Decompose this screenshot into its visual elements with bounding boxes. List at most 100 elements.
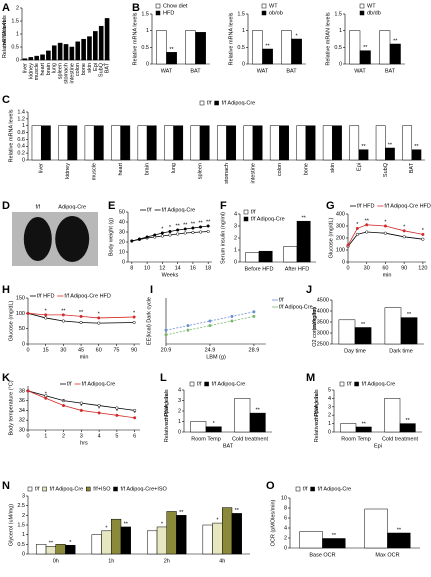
legend-swatch	[155, 10, 161, 16]
point	[115, 413, 119, 417]
photo-label: Adipoq-Cre	[58, 204, 86, 210]
bar	[385, 147, 395, 161]
x-tick-label: 60	[96, 347, 102, 353]
x-tick-label: Cold treatment	[382, 436, 419, 442]
legend-swatch	[359, 10, 365, 16]
legend-label: WT	[367, 3, 376, 9]
x-tick-label: SubQ	[99, 62, 105, 77]
x-tick-label: spleen	[197, 163, 203, 179]
bar	[245, 252, 260, 263]
legend-swatch	[204, 381, 209, 387]
point	[160, 231, 164, 235]
significance: *	[134, 411, 137, 417]
y-tick-label: 6	[284, 515, 287, 521]
significance: **	[361, 144, 366, 150]
x-tick-label: Room Temp	[341, 436, 371, 442]
bar	[104, 18, 110, 61]
bar	[384, 307, 402, 345]
bar	[216, 125, 227, 161]
x-tick-label: 90	[131, 347, 137, 353]
bar	[205, 426, 222, 433]
y-tick-label: 0	[234, 259, 237, 265]
x-tick-label: After HFD	[285, 266, 309, 272]
point	[97, 411, 101, 415]
y-tick-label: 0.6	[17, 137, 25, 143]
significance: *	[45, 392, 48, 398]
bar	[399, 423, 416, 433]
y-axis-label: Relative mRNA levels of Ppargc1a	[314, 388, 320, 442]
legend-label: f/f HFD	[37, 293, 54, 299]
bar	[67, 125, 78, 161]
x-tick-label: heart	[40, 63, 46, 76]
point	[44, 313, 48, 317]
bar	[101, 530, 112, 555]
bar	[384, 398, 401, 433]
x-tick-label: 18	[205, 265, 211, 271]
y-axis-label: EE(kcal) Dark cycle	[146, 297, 152, 345]
point	[79, 408, 83, 412]
bar	[36, 544, 47, 555]
bar	[262, 48, 273, 65]
bar	[93, 125, 104, 161]
significance: **	[175, 223, 180, 229]
significance: **	[265, 43, 270, 49]
legend-label: f/f	[207, 100, 212, 106]
x-tick-label: 10	[144, 265, 150, 271]
panel-letter: A	[2, 2, 10, 14]
y-tick-label: 1	[146, 28, 149, 34]
bar	[65, 545, 76, 555]
legend-label: f/f Adipoq-Cre	[251, 216, 285, 222]
point	[97, 404, 101, 408]
significance: *	[45, 308, 48, 314]
y-tick-label: 1.5	[17, 522, 25, 528]
y-tick-label: 1	[22, 532, 25, 538]
x-tick-label: skin	[330, 163, 336, 173]
y-tick-label: 0	[342, 259, 345, 265]
significance: **	[61, 308, 66, 314]
y-tick-label: 100	[16, 311, 25, 317]
x-tick-label: kidney	[65, 163, 71, 179]
bar	[349, 30, 361, 65]
significance: **	[256, 408, 261, 414]
bar	[63, 44, 69, 61]
x-axis-label: min	[80, 354, 89, 360]
x-tick-label: bone	[303, 163, 309, 175]
bar	[389, 43, 401, 65]
y-axis-label: Body weight (g)	[108, 218, 114, 256]
bar	[147, 530, 158, 555]
x-tick-label: Epi	[93, 63, 99, 71]
x-tick-label: colon	[75, 63, 81, 76]
y-tick-label: 20	[119, 239, 125, 245]
y-tick-label: 2	[178, 408, 181, 414]
x-tick-label: 0	[26, 433, 29, 439]
significance: **	[388, 142, 393, 148]
y-tick-label: 40	[119, 219, 125, 225]
x-tick-label: 90	[401, 265, 407, 271]
bar	[91, 534, 102, 555]
legend-label: f/f Adipoq-Cre	[362, 381, 396, 387]
panel-letter: E	[108, 200, 115, 212]
x-tick-label: SubQ	[383, 162, 389, 177]
panel-letter: C	[2, 94, 10, 106]
y-axis-label: Relative mRAN levels	[325, 12, 331, 65]
legend-label: f/f	[147, 207, 152, 213]
point	[402, 235, 406, 239]
y-tick-label: 300	[336, 223, 345, 229]
y-tick-label: 200	[336, 235, 345, 241]
x-tick-label: 2h	[164, 558, 170, 564]
legend-label: f/f	[35, 486, 40, 492]
legend-label: f/f Adipoq-Cre HFD	[384, 203, 430, 209]
bar	[252, 30, 263, 65]
x-tick-label: lung	[171, 163, 177, 173]
x-tick-label: 14	[175, 265, 181, 271]
point	[160, 234, 164, 238]
bar	[283, 246, 298, 263]
x-tick-label: 24.9	[205, 347, 216, 353]
bar	[243, 125, 254, 161]
y-tick-label: 3	[234, 223, 237, 229]
bar	[411, 149, 422, 161]
x-tick-label: liver	[22, 63, 28, 73]
bar	[146, 125, 157, 161]
bar	[332, 125, 342, 161]
x-tick-label: skin	[87, 63, 93, 73]
